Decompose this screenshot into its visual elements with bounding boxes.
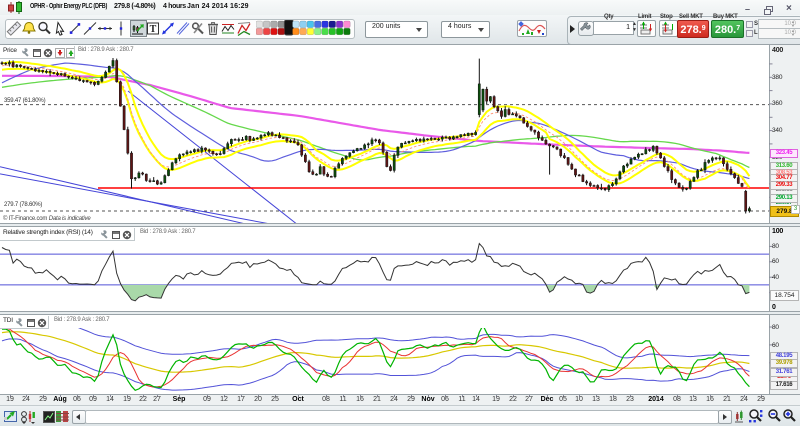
- svg-text:T: T: [150, 24, 157, 35]
